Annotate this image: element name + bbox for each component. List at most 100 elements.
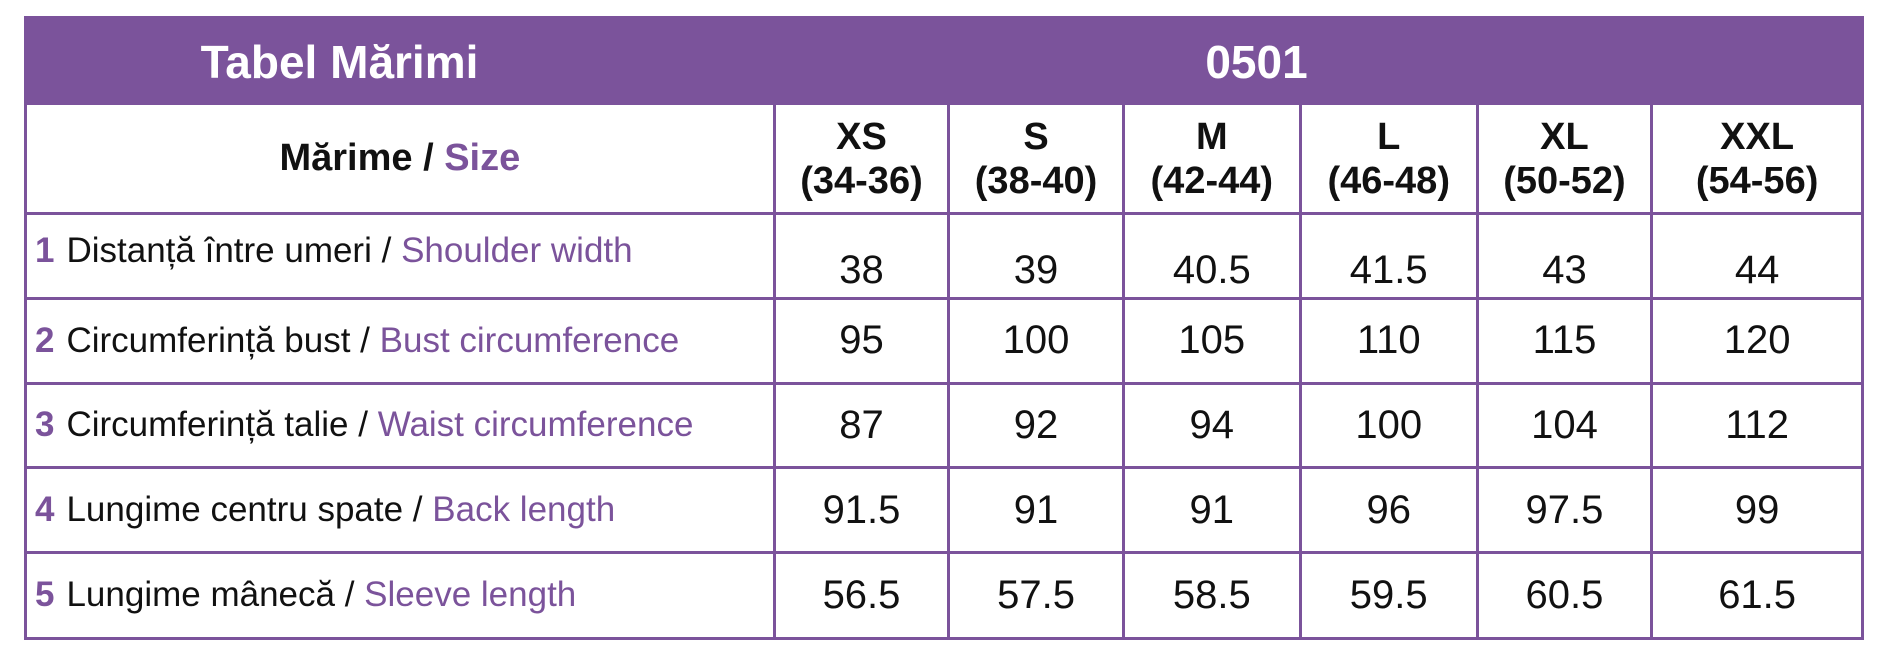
cell-value: 57.5 — [997, 572, 1075, 617]
size-col-xxl: XXL (54-56) — [1650, 105, 1861, 216]
row-label-ro: Circumferință bust — [66, 320, 351, 360]
table-cell: 112 — [1650, 381, 1861, 470]
row-label-ro: Lungime mânecă — [66, 575, 335, 615]
cell-value: 94 — [1189, 402, 1235, 447]
table-cell: 97.5 — [1475, 466, 1654, 554]
cell-value: 61.5 — [1718, 572, 1797, 617]
size-col-l: L (46-48) — [1298, 105, 1479, 216]
table-title: Tabel Mărimi — [200, 36, 479, 88]
table-header: Tabel Mărimi 0501 — [27, 19, 1861, 105]
cell-value: 91.5 — [822, 487, 901, 532]
table-cell: 43 — [1475, 212, 1654, 300]
table-cell: 91 — [947, 466, 1125, 554]
cell-value: 120 — [1723, 318, 1791, 363]
table-row: 2 Circumferință bust / Bust circumference… — [27, 296, 1861, 385]
table-cell: 92 — [947, 381, 1125, 470]
row-label-ro: Distanță între umeri — [66, 231, 372, 271]
cell-value: 95 — [839, 318, 884, 363]
row-label-separator: / — [350, 320, 380, 360]
row-label: 1 Distanță între umeri / Shoulder width — [27, 212, 776, 300]
table-cell: 96 — [1298, 466, 1479, 554]
table-cell: 110 — [1298, 296, 1479, 385]
cell-value: 60.5 — [1525, 572, 1604, 617]
row-label-separator: / — [403, 490, 433, 529]
size-label-ro: Mărime — [279, 137, 413, 180]
cell-value: 59.5 — [1349, 572, 1428, 617]
row-label-ro: Lungime centru spate — [66, 490, 404, 529]
cell-value: 43 — [1542, 247, 1587, 292]
table-cell: 41.5 — [1298, 212, 1479, 300]
size-name: M — [1195, 115, 1228, 158]
cell-value: 105 — [1178, 318, 1246, 363]
size-header-label: Mărime / Size — [27, 105, 776, 216]
table-cell: 39 — [947, 212, 1125, 300]
cell-value: 41.5 — [1349, 247, 1428, 292]
size-col-s: S (38-40) — [947, 105, 1125, 216]
row-label: 2 Circumferință bust / Bust circumference — [27, 296, 776, 385]
cell-value: 100 — [1355, 402, 1423, 447]
size-table: Mărime / Size XS (34-36) S (38-40) M (42-44… — [27, 105, 1861, 637]
cell-value: 97.5 — [1525, 487, 1604, 532]
size-name: L — [1377, 115, 1401, 158]
row-number: 3 — [35, 405, 55, 445]
row-label: 3 Circumferință talie / Waist circumferen… — [27, 381, 776, 470]
table-cell: 100 — [1298, 381, 1479, 470]
cell-value: 40.5 — [1172, 247, 1251, 292]
row-number: 2 — [35, 320, 55, 360]
table-row: 4 Lungime centru spate / Back length 91.5… — [27, 466, 1861, 554]
row-number: 4 — [35, 490, 55, 529]
cell-value: 99 — [1734, 487, 1780, 532]
size-col-m: M (42-44) — [1121, 105, 1302, 216]
table-cell: 57.5 — [947, 550, 1125, 637]
cell-value: 44 — [1734, 247, 1780, 292]
row-number: 5 — [35, 575, 55, 615]
row-label-en: Back length — [432, 490, 616, 529]
size-name: XXL — [1720, 115, 1795, 158]
table-cell: 91.5 — [772, 466, 951, 554]
cell-value: 91 — [1189, 487, 1235, 532]
cell-value: 58.5 — [1172, 572, 1251, 617]
size-name: XL — [1540, 115, 1589, 158]
row-label-en: Shoulder width — [401, 231, 633, 271]
table-cell: 44 — [1650, 212, 1861, 300]
table-cell: 87 — [772, 381, 951, 470]
cell-value: 92 — [1013, 402, 1059, 447]
size-range: (34-36) — [800, 159, 923, 202]
cell-value: 112 — [1725, 402, 1789, 447]
size-name: XS — [836, 115, 887, 158]
cell-value: 104 — [1531, 402, 1598, 447]
cell-value: 100 — [1002, 318, 1070, 363]
row-label-en: Sleeve length — [364, 575, 577, 615]
cell-value: 87 — [839, 402, 884, 447]
table-cell: 105 — [1121, 296, 1302, 385]
row-label-separator: / — [348, 405, 378, 445]
cell-value: 96 — [1366, 487, 1411, 532]
table-row: 5 Lungime mânecă / Sleeve length 56.5 57.… — [27, 550, 1861, 637]
cell-value: 38 — [839, 247, 884, 292]
size-range: (46-48) — [1327, 159, 1450, 202]
size-label-separator: / — [412, 137, 445, 180]
size-range: (50-52) — [1503, 159, 1626, 202]
size-col-xs: XS (34-36) — [772, 105, 951, 216]
table-cell: 120 — [1650, 296, 1861, 385]
table-cell: 104 — [1475, 381, 1654, 470]
table-row: 1 Distanță între umeri / Shoulder width 3… — [27, 212, 1861, 300]
row-label-ro: Circumferință talie — [66, 405, 349, 445]
size-col-xl: XL (50-52) — [1475, 105, 1654, 216]
row-label: 4 Lungime centru spate / Back length — [27, 466, 776, 554]
cell-value: 110 — [1356, 318, 1421, 363]
table-cell: 91 — [1121, 466, 1302, 554]
row-label-separator: / — [334, 575, 365, 615]
table-cell: 61.5 — [1650, 550, 1861, 637]
table-cell: 58.5 — [1121, 550, 1302, 637]
table-cell: 40.5 — [1121, 212, 1302, 300]
row-label-en: Bust circumference — [379, 320, 680, 360]
table-cell: 115 — [1475, 296, 1654, 385]
cell-value: 56.5 — [822, 572, 901, 617]
row-number: 1 — [35, 231, 55, 271]
size-range: (38-40) — [974, 159, 1098, 202]
table-cell: 95 — [772, 296, 951, 385]
cell-value: 115 — [1532, 318, 1597, 363]
table-cell: 94 — [1121, 381, 1302, 470]
row-label: 5 Lungime mânecă / Sleeve length — [27, 550, 776, 637]
